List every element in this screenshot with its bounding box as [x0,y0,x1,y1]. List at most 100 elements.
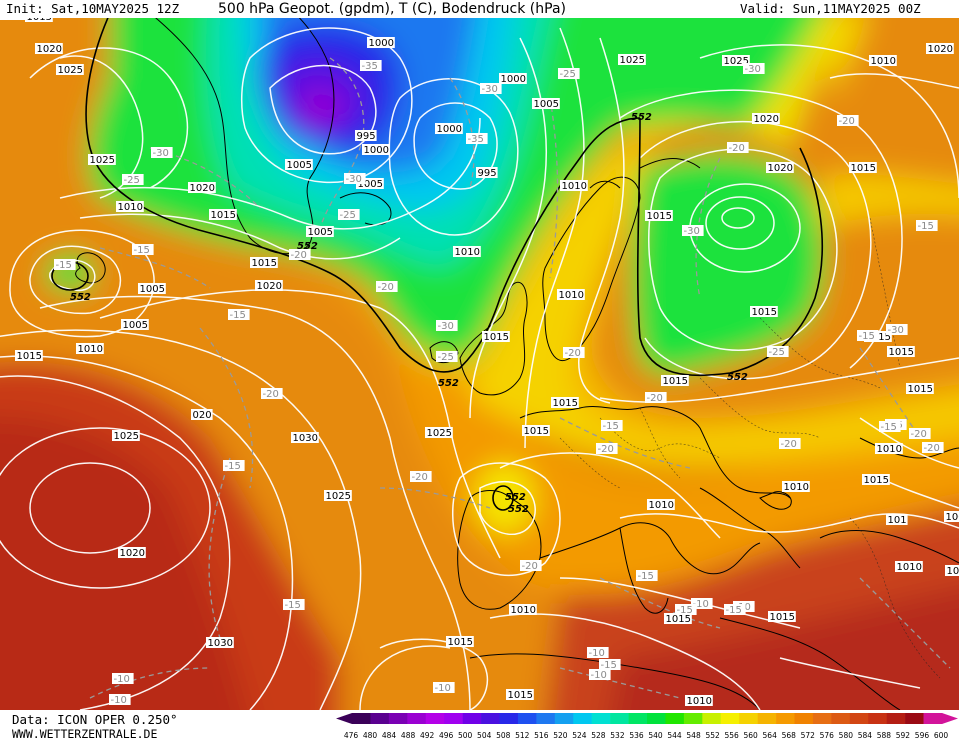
temperature-label: -35 [466,133,488,145]
pressure-label-box [482,331,510,342]
scale-swatch [794,713,814,724]
temperature-label-box [558,68,580,79]
pressure-label: 1020 [35,43,63,55]
temperature-label-box [376,281,398,292]
temperature-label-text: -25 [560,69,576,80]
geopotential-label: 552 [297,241,318,252]
pressure-label-box [618,54,646,65]
pressure-label: 1020 [188,182,216,194]
temperature-label: -20 [289,249,311,261]
scale-tick-label: 592 [896,731,911,740]
pressure-label-text: 1020 [768,163,793,174]
temperature-label-text: -20 [263,389,279,400]
temperature-label-text: -10 [693,599,709,610]
pressure-label: 1030 [291,432,319,444]
pressure-label: 1010 [647,499,675,511]
pressure-label-box [188,182,216,193]
pressure-label-text: 1000 [364,145,389,156]
pressure-label-box [944,511,959,522]
temperature-label: -20 [520,560,542,572]
temperature-label: -30 [151,147,173,159]
pressure-label-box [367,37,395,48]
pressure-label-text: 1025 [58,65,83,76]
temperature-label-text: -15 [603,421,619,432]
scale-swatch [628,713,648,724]
temperature-label: -30 [886,324,908,336]
pressure-label-text: 1020 [928,44,953,55]
pressure-label-box [685,695,713,706]
pressure-label-text: 1015 [851,163,876,174]
pressure-label: 1010 [116,201,144,213]
temperature-label-text: -25 [769,347,785,358]
pressure-label: 1010 [875,443,903,455]
scale-swatch [610,713,629,724]
temperature-label-box [112,673,134,684]
scale-tick-label: 548 [686,731,701,740]
pressure-label: 1015 [522,425,550,437]
pressure-label-text: 1030 [208,638,233,649]
temperature-label-text: -20 [598,444,614,455]
geopotential-label: 552 [727,372,748,383]
temperature-label-text: -15 [134,245,150,256]
temperature-label-text: -15 [638,571,654,582]
pressure-label-box [118,547,146,558]
pressure-label-text: 1025 [724,56,749,67]
pressure-label: 1025 [722,55,750,67]
temperature-label-box [338,209,360,220]
pressure-label-text: 1000 [501,74,526,85]
pressure-label-text: 1015 [252,258,277,269]
temperature-label-box [645,392,667,403]
pressure-label-text: 1015 [947,566,959,577]
geopotential-label: 552 [505,492,526,503]
pressure-label-box [887,346,915,357]
pressure-label-box [645,210,673,221]
scale-tick-label: 492 [420,731,435,740]
temperature-label-box [879,421,901,432]
scale-swatch [499,713,519,724]
scale-swatch [573,713,592,724]
pressure-label-text: 1015 [663,376,688,387]
pressure-label-box [138,283,166,294]
temperature-label: -20 [563,347,585,359]
pressure-label-text: 1020 [120,548,145,559]
temperature-label: -10 [109,694,131,706]
temperature-label-text: -30 [482,84,498,95]
scale-tick-label: 480 [363,731,378,740]
pressure-label-text: 1015 [889,347,914,358]
temperature-label-box [779,438,801,449]
pressure-label-box [362,144,390,155]
temperature-label: -20 [727,142,749,154]
temperature-label: -15 [675,604,697,616]
scale-swatch [886,713,906,724]
scale-swatch [812,713,832,724]
pressure-label-box [551,397,579,408]
pressure-label-box [446,636,474,647]
temperature-label-box [410,471,432,482]
temperature-label-text: -10 [111,695,127,706]
temperature-label-text: -30 [745,64,761,75]
temperature-label-box [109,694,131,705]
pressure-label: 1025 [425,427,453,439]
temperature-label-text: -20 [522,561,538,572]
pressure-label: 1025 [618,54,646,66]
valid-time: Valid: Sun,11MAY2025 00Z [740,1,921,16]
temperature-label-box [743,63,765,74]
temperature-label-box [837,115,859,126]
scale-tick-label: 536 [629,731,644,740]
pressure-label: 1015 [482,331,510,343]
temperature-label: -15 [54,259,76,271]
scale-tick-label: 532 [610,731,625,740]
temperature-label-box [589,669,611,680]
pressure-label-box [752,113,780,124]
isobars [0,27,959,710]
temperature-label-box [922,442,944,453]
pressure-label: 1030 [206,637,234,649]
temperature-label: -10 [112,673,134,685]
pressure-label-text: 1020 [754,114,779,125]
pressure-label: 1015 [887,346,915,358]
scale-swatch [444,713,463,724]
pressure-label-box [722,55,750,66]
scale-tick-label: 584 [858,731,873,740]
scale-swatch [517,713,537,724]
